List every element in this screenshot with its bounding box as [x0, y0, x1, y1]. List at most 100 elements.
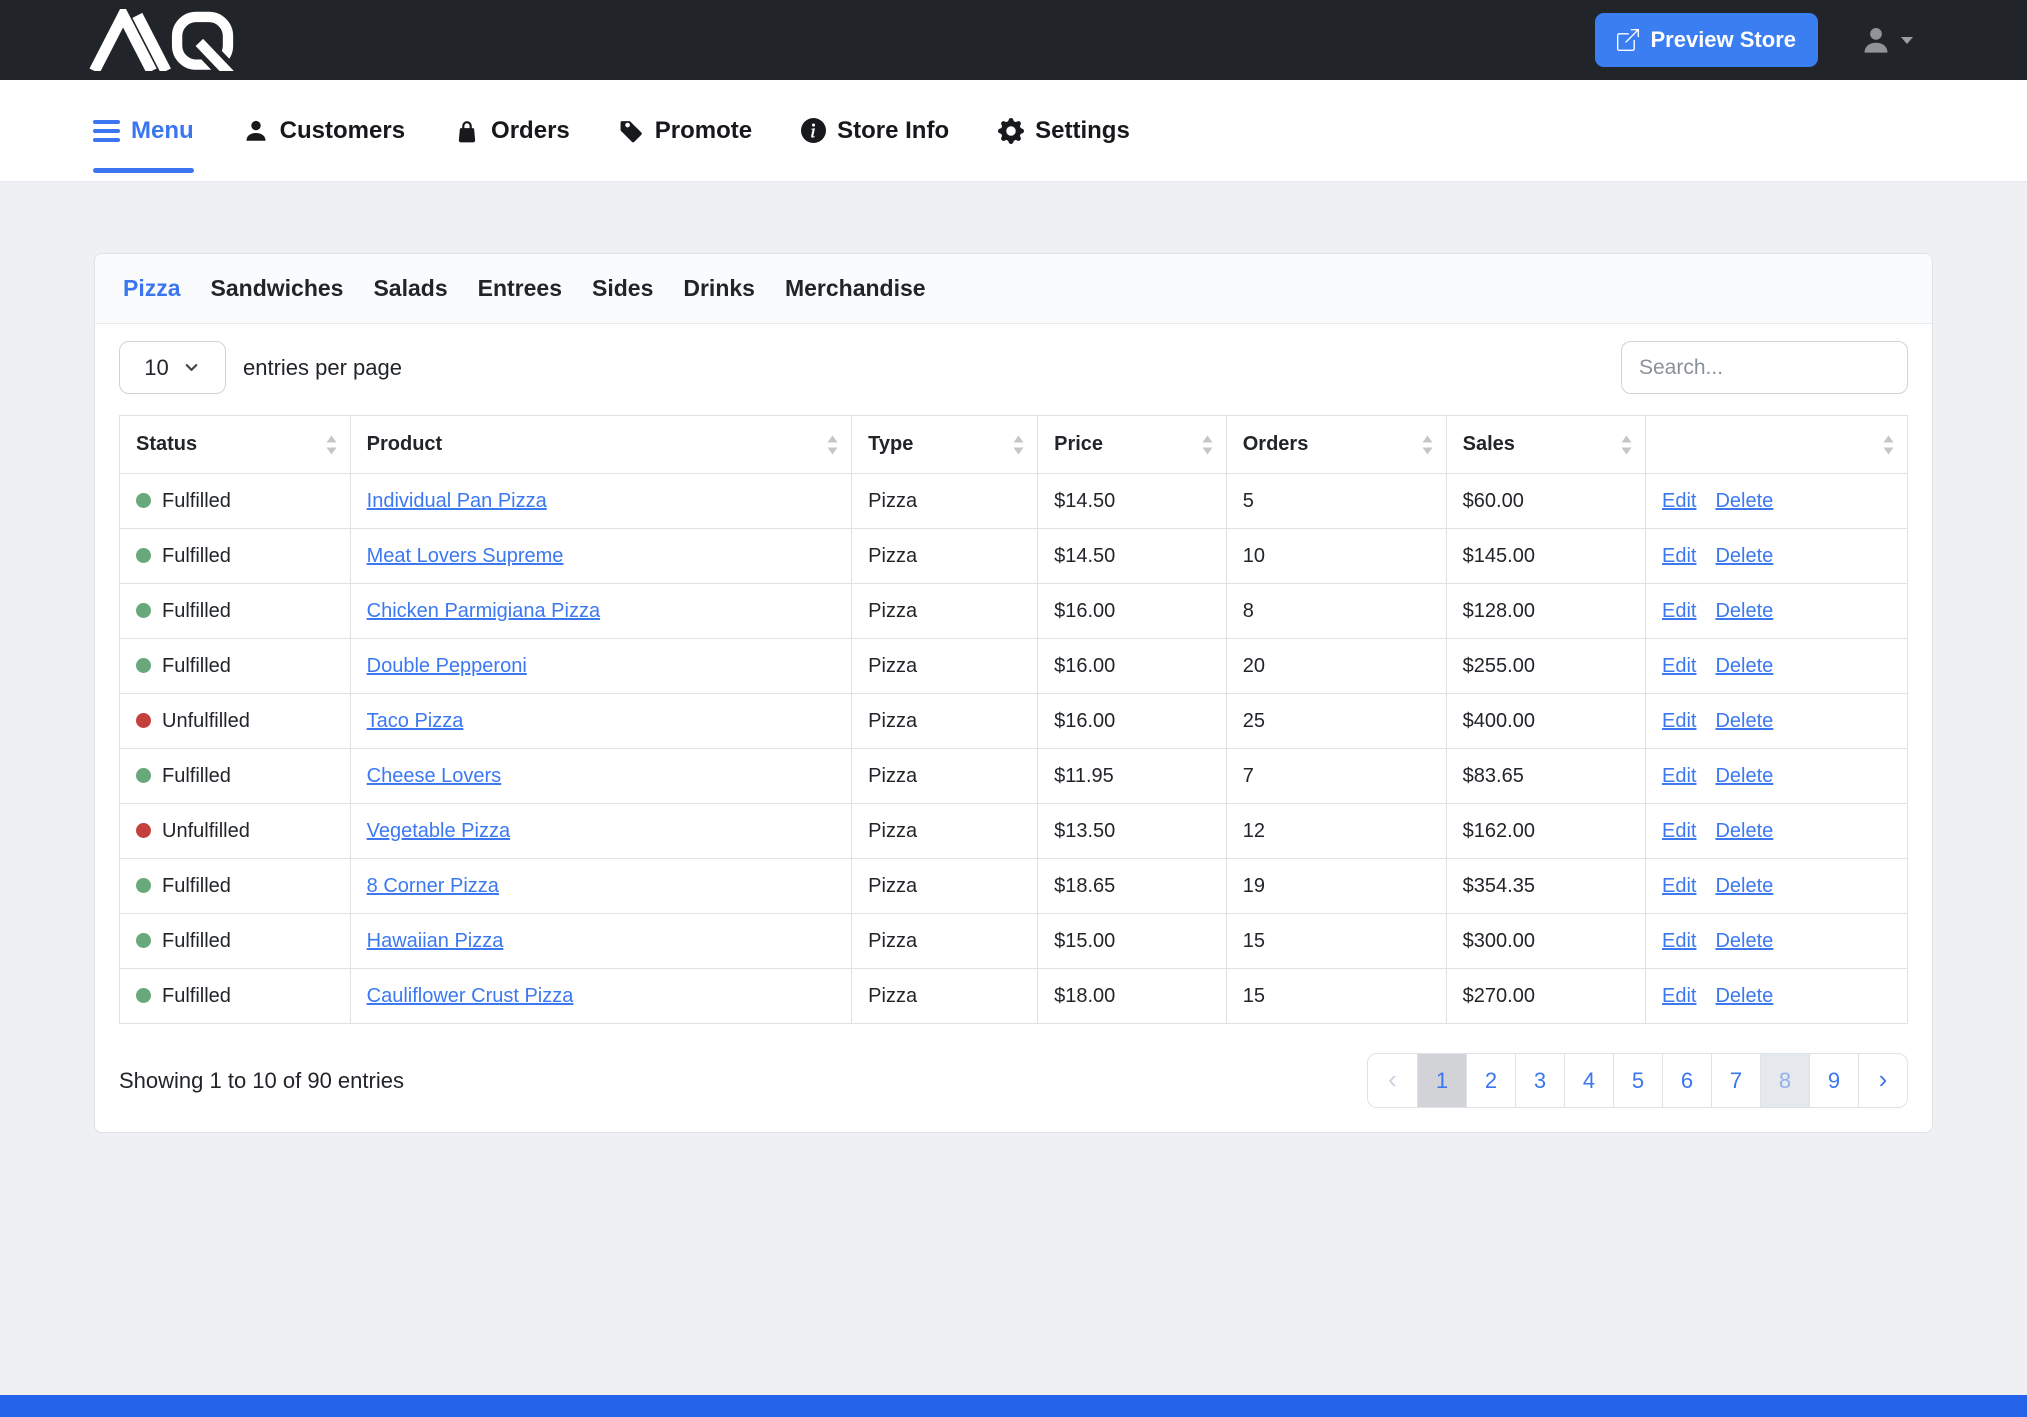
- status-dot: [136, 987, 151, 1003]
- product-link[interactable]: Vegetable Pizza: [366, 819, 511, 842]
- actions-cell: Edit Delete: [1645, 748, 1908, 804]
- status-label: Fulfilled: [162, 599, 231, 622]
- product-link[interactable]: Double Pepperoni: [366, 654, 527, 677]
- product-link[interactable]: Chicken Parmigiana Pizza: [366, 599, 601, 622]
- type-cell: Pizza: [851, 968, 1039, 1024]
- delete-link[interactable]: Delete: [1715, 929, 1774, 952]
- edit-link[interactable]: Edit: [1662, 599, 1697, 622]
- edit-link[interactable]: Edit: [1662, 709, 1697, 732]
- sales-cell: $162.00: [1445, 803, 1647, 859]
- tab-sandwiches[interactable]: Sandwiches: [210, 275, 344, 301]
- tab-entrees[interactable]: Entrees: [477, 275, 562, 301]
- top-bar: Preview Store: [0, 0, 2027, 80]
- main-nav: Menu Customers Orders Promote Store Info Sett…: [0, 80, 2027, 182]
- column-header-label: Price: [1054, 433, 1104, 455]
- sales-cell: $400.00: [1445, 693, 1647, 749]
- column-header-price[interactable]: Price: [1037, 415, 1227, 474]
- delete-link[interactable]: Delete: [1715, 599, 1774, 622]
- brand-logo[interactable]: [88, 0, 236, 80]
- column-header-status[interactable]: Status: [119, 415, 351, 474]
- product-link[interactable]: Cauliflower Crust Pizza: [366, 984, 574, 1007]
- tab-sides[interactable]: Sides: [592, 275, 654, 301]
- nav-item-menu[interactable]: Menu: [93, 80, 194, 181]
- page-button-5[interactable]: 5: [1613, 1054, 1662, 1107]
- account-menu[interactable]: [1860, 24, 1913, 56]
- column-header-orders[interactable]: Orders: [1225, 415, 1447, 474]
- actions-cell: Edit Delete: [1645, 803, 1908, 859]
- orders-cell: 5: [1225, 473, 1447, 529]
- price-cell: $16.00: [1037, 693, 1227, 749]
- tab-salads[interactable]: Salads: [373, 275, 448, 301]
- nav-item-store-info[interactable]: Store Info: [801, 80, 949, 181]
- product-link[interactable]: Cheese Lovers: [366, 764, 502, 787]
- page-button-6[interactable]: 6: [1662, 1054, 1711, 1107]
- edit-link[interactable]: Edit: [1662, 929, 1697, 952]
- product-link[interactable]: Meat Lovers Supreme: [366, 544, 564, 567]
- delete-link[interactable]: Delete: [1715, 819, 1774, 842]
- product-link[interactable]: Individual Pan Pizza: [366, 489, 547, 512]
- column-header-product[interactable]: Product: [349, 415, 853, 474]
- sort-icon[interactable]: [326, 435, 337, 454]
- tab-merchandise[interactable]: Merchandise: [784, 275, 926, 301]
- page-button-2[interactable]: 2: [1466, 1054, 1515, 1107]
- edit-link[interactable]: Edit: [1662, 984, 1697, 1007]
- delete-link[interactable]: Delete: [1715, 709, 1774, 732]
- sort-icon[interactable]: [1013, 435, 1024, 454]
- edit-link[interactable]: Edit: [1662, 819, 1697, 842]
- nav-item-settings[interactable]: Settings: [998, 80, 1130, 181]
- status-dot: [136, 602, 151, 618]
- column-header-sales[interactable]: Sales: [1445, 415, 1647, 474]
- edit-link[interactable]: Edit: [1662, 489, 1697, 512]
- search-input[interactable]: [1621, 341, 1908, 394]
- orders-cell: 8: [1225, 583, 1447, 639]
- sales-cell: $145.00: [1445, 528, 1647, 584]
- delete-link[interactable]: Delete: [1715, 984, 1774, 1007]
- nav-item-promote[interactable]: Promote: [619, 80, 752, 181]
- page-button-4[interactable]: 4: [1564, 1054, 1613, 1107]
- tab-pizza[interactable]: Pizza: [123, 275, 181, 301]
- page-button-3[interactable]: 3: [1515, 1054, 1564, 1107]
- delete-link[interactable]: Delete: [1715, 874, 1774, 897]
- page-button-9[interactable]: 9: [1809, 1054, 1858, 1107]
- price-cell: $14.50: [1037, 473, 1227, 529]
- person-icon: [243, 118, 269, 144]
- table-row: Fulfilled Meat Lovers Supreme Pizza $14.50 1…: [119, 528, 1908, 584]
- column-header-type[interactable]: Type: [851, 415, 1039, 474]
- delete-link[interactable]: Delete: [1715, 544, 1774, 567]
- nav-item-customers[interactable]: Customers: [243, 80, 405, 181]
- nav-item-orders[interactable]: Orders: [454, 80, 570, 181]
- next-page-button[interactable]: ›: [1858, 1054, 1907, 1107]
- product-link[interactable]: Hawaiian Pizza: [366, 929, 504, 952]
- sort-icon[interactable]: [1883, 435, 1894, 454]
- info-icon: [801, 118, 827, 143]
- product-link[interactable]: Taco Pizza: [366, 709, 464, 732]
- prev-page-button: ‹: [1368, 1054, 1417, 1107]
- sort-icon[interactable]: [1422, 435, 1433, 454]
- delete-link[interactable]: Delete: [1715, 654, 1774, 677]
- actions-cell: Edit Delete: [1645, 858, 1908, 914]
- page-button-1[interactable]: 1: [1417, 1054, 1466, 1107]
- status-label: Fulfilled: [162, 489, 231, 512]
- tab-drinks[interactable]: Drinks: [683, 275, 755, 301]
- status-dot: [136, 932, 151, 948]
- edit-link[interactable]: Edit: [1662, 544, 1697, 567]
- edit-link[interactable]: Edit: [1662, 874, 1697, 897]
- delete-link[interactable]: Delete: [1715, 764, 1774, 787]
- edit-link[interactable]: Edit: [1662, 654, 1697, 677]
- delete-link[interactable]: Delete: [1715, 489, 1774, 512]
- preview-store-button[interactable]: Preview Store: [1595, 13, 1818, 67]
- column-header-actions[interactable]: [1645, 415, 1908, 474]
- edit-link[interactable]: Edit: [1662, 764, 1697, 787]
- page-button-7[interactable]: 7: [1711, 1054, 1760, 1107]
- table-row: Unfulfilled Vegetable Pizza Pizza $13.50 12 $…: [119, 803, 1908, 859]
- sort-icon[interactable]: [1202, 435, 1213, 454]
- nav-item-label: Promote: [654, 116, 753, 144]
- product-link[interactable]: 8 Corner Pizza: [366, 874, 499, 897]
- status-dot: [136, 547, 151, 563]
- orders-cell: 12: [1225, 803, 1447, 859]
- sort-icon[interactable]: [1621, 435, 1632, 454]
- sort-icon[interactable]: [827, 435, 838, 454]
- page-button-8[interactable]: 8: [1760, 1054, 1809, 1107]
- status-label: Fulfilled: [162, 544, 231, 567]
- entries-select[interactable]: 10: [119, 341, 226, 394]
